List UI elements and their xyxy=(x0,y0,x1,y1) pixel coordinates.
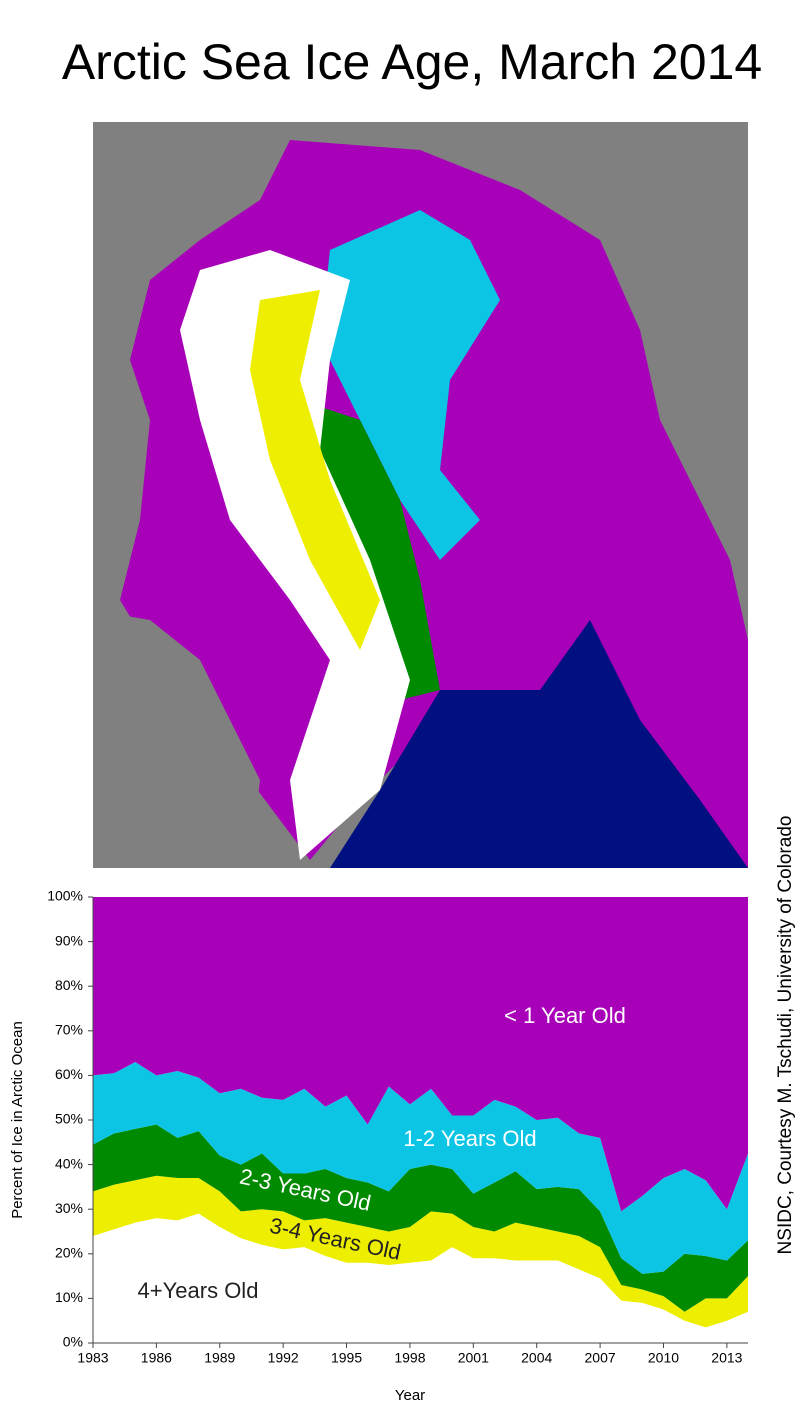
series-label: 4+Years Old xyxy=(138,1278,259,1303)
x-tick-label: 1983 xyxy=(77,1350,108,1366)
x-tick-label: 1992 xyxy=(268,1350,299,1366)
map-second-year-ice xyxy=(320,210,500,560)
y-axis-title: Percent of Ice in Arctic Ocean xyxy=(9,1021,26,1219)
y-tick-label: 30% xyxy=(55,1200,83,1216)
area xyxy=(93,1175,748,1328)
y-tick-label: 100% xyxy=(47,888,83,904)
series-label: 1-2 Years Old xyxy=(403,1126,536,1151)
x-tick-label: 1998 xyxy=(394,1350,425,1366)
area xyxy=(93,1062,748,1274)
map-open-water xyxy=(330,620,748,868)
area xyxy=(93,1213,748,1343)
x-tick-label: 2001 xyxy=(458,1350,489,1366)
x-tick-label: 1986 xyxy=(141,1350,172,1366)
x-tick-label: 2013 xyxy=(711,1350,742,1366)
credit: NSIDC, Courtesy M. Tschudi, University o… xyxy=(775,816,796,1255)
x-tick-label: 2007 xyxy=(585,1350,616,1366)
y-tick-label: 40% xyxy=(55,1155,83,1171)
map-greenland xyxy=(93,610,260,868)
y-tick-label: 20% xyxy=(55,1245,83,1261)
y-tick-label: 90% xyxy=(55,932,83,948)
x-axis-title: Year xyxy=(395,1387,425,1404)
sea-ice-map xyxy=(93,122,748,868)
y-tick-label: 70% xyxy=(55,1022,83,1038)
x-tick-label: 2010 xyxy=(648,1350,679,1366)
map-third-year-ice xyxy=(300,400,440,700)
y-tick-label: 60% xyxy=(55,1066,83,1082)
map-fourth-year-ice xyxy=(250,290,380,650)
x-tick-label: 2004 xyxy=(521,1350,552,1366)
y-tick-label: 10% xyxy=(55,1289,83,1305)
x-tick-label: 1989 xyxy=(204,1350,235,1366)
y-tick-label: 80% xyxy=(55,977,83,993)
area xyxy=(93,897,748,1212)
map-old-ice xyxy=(180,250,410,860)
y-tick-label: 50% xyxy=(55,1111,83,1127)
area xyxy=(93,1124,748,1312)
series-label: < 1 Year Old xyxy=(504,1003,626,1028)
x-tick-label: 1995 xyxy=(331,1350,362,1366)
y-tick-label: 0% xyxy=(63,1334,83,1350)
title: Arctic Sea Ice Age, March 2014 xyxy=(62,34,762,90)
